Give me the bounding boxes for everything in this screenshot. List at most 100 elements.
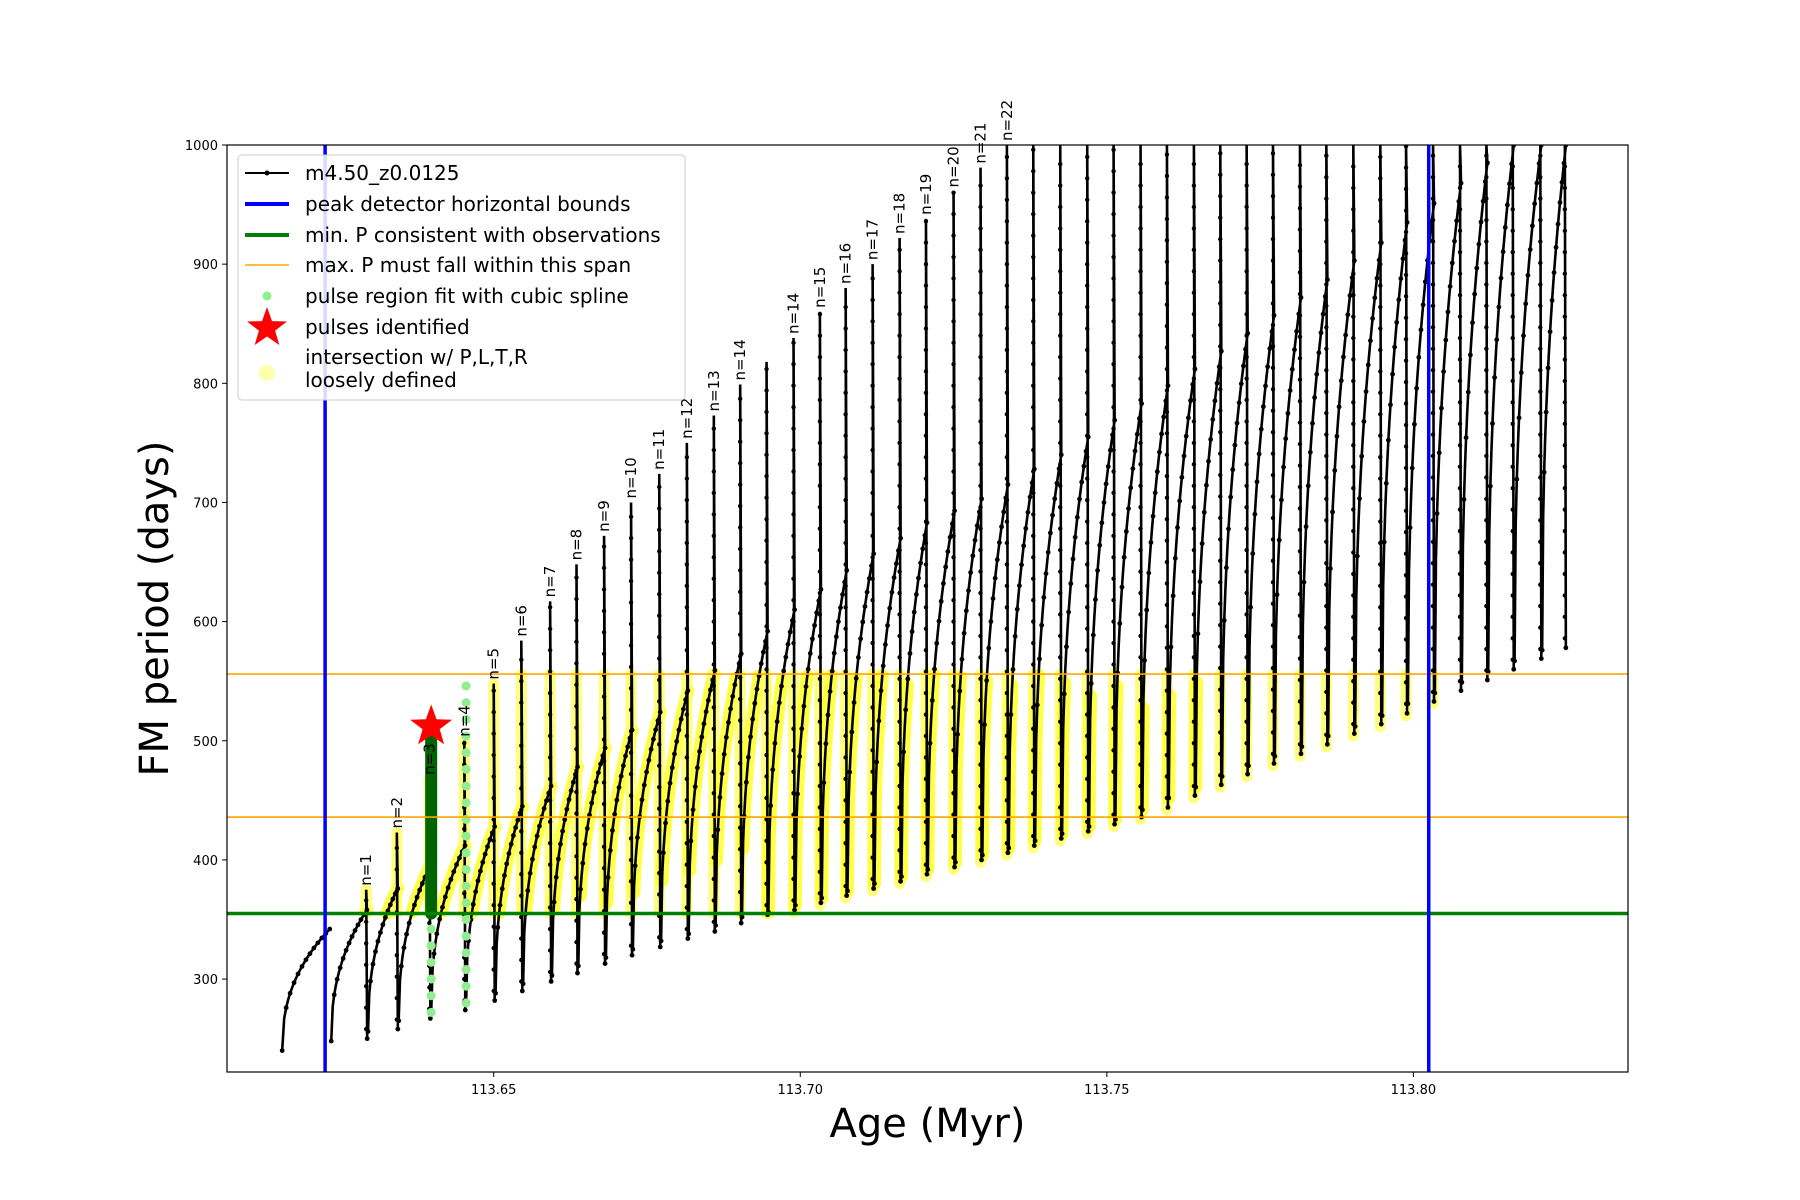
model-point bbox=[1139, 401, 1144, 406]
model-point bbox=[1562, 185, 1568, 191]
model-point bbox=[564, 806, 570, 812]
model-point bbox=[1484, 303, 1489, 309]
model-point bbox=[1324, 432, 1329, 437]
model-point bbox=[1538, 518, 1543, 523]
model-point bbox=[978, 226, 983, 231]
model-point bbox=[1351, 636, 1356, 641]
model-point bbox=[1297, 420, 1303, 425]
model-point bbox=[889, 589, 895, 595]
model-point bbox=[711, 833, 717, 839]
model-point bbox=[924, 871, 930, 877]
model-point bbox=[1430, 389, 1436, 394]
model-point bbox=[519, 988, 525, 994]
model-point bbox=[1297, 592, 1303, 597]
model-point bbox=[791, 469, 796, 474]
model-point bbox=[1085, 347, 1090, 353]
model-point bbox=[1111, 619, 1116, 624]
model-point bbox=[1351, 464, 1356, 469]
model-point bbox=[657, 592, 662, 597]
model-point bbox=[1244, 354, 1249, 360]
model-point bbox=[1378, 154, 1383, 160]
model-point bbox=[951, 726, 956, 732]
model-point bbox=[1510, 292, 1515, 298]
model-point bbox=[978, 483, 983, 488]
model-point bbox=[959, 656, 965, 662]
model-point bbox=[1218, 348, 1224, 354]
model-point bbox=[978, 783, 983, 789]
model-point bbox=[1527, 247, 1533, 252]
model-point bbox=[835, 619, 841, 625]
model-point bbox=[1244, 333, 1249, 338]
model-point bbox=[1430, 453, 1436, 459]
model-point bbox=[519, 936, 524, 941]
model-point bbox=[1396, 297, 1402, 303]
model-point bbox=[1452, 238, 1457, 244]
model-point bbox=[1294, 328, 1300, 334]
model-point bbox=[750, 716, 756, 722]
model-point bbox=[817, 612, 823, 617]
model-point bbox=[1031, 233, 1036, 238]
model-point bbox=[764, 474, 769, 479]
model-point bbox=[1510, 357, 1515, 362]
model-point bbox=[860, 619, 866, 625]
model-point bbox=[898, 878, 904, 884]
model-point bbox=[1351, 614, 1356, 620]
model-point bbox=[601, 651, 607, 656]
model-point bbox=[1484, 677, 1490, 683]
spline-fit-point bbox=[461, 764, 471, 774]
model-point bbox=[279, 1048, 285, 1053]
model-point bbox=[1538, 475, 1543, 480]
model-point bbox=[843, 476, 848, 481]
model-point bbox=[648, 746, 654, 752]
model-point bbox=[628, 536, 634, 541]
model-point bbox=[891, 575, 897, 580]
model-point bbox=[1218, 622, 1223, 628]
model-point bbox=[346, 940, 352, 946]
model-point bbox=[1031, 297, 1036, 303]
model-point bbox=[880, 663, 886, 669]
model-point bbox=[812, 622, 817, 628]
model-point bbox=[1004, 412, 1010, 417]
model-point bbox=[1012, 633, 1018, 639]
model-point bbox=[601, 887, 607, 892]
model-point bbox=[657, 506, 662, 511]
model-point bbox=[1538, 217, 1543, 223]
model-point bbox=[1409, 465, 1415, 471]
model-point bbox=[1113, 816, 1118, 822]
model-point bbox=[1457, 314, 1463, 319]
model-point bbox=[1403, 615, 1409, 621]
model-point bbox=[601, 694, 607, 699]
model-point bbox=[1085, 454, 1090, 460]
model-point bbox=[1164, 516, 1170, 522]
model-point bbox=[1244, 204, 1249, 210]
model-point bbox=[628, 729, 634, 734]
model-point bbox=[869, 563, 874, 569]
model-point bbox=[1085, 605, 1090, 610]
model-point bbox=[363, 984, 369, 989]
model-point bbox=[1263, 383, 1268, 389]
model-point bbox=[737, 460, 743, 466]
model-point bbox=[951, 383, 956, 388]
model-point bbox=[601, 866, 607, 871]
model-point bbox=[1405, 701, 1411, 707]
model-point bbox=[1111, 254, 1116, 260]
model-point bbox=[454, 862, 459, 867]
model-point bbox=[764, 624, 769, 629]
model-point bbox=[574, 661, 579, 666]
model-point bbox=[838, 605, 843, 611]
model-point bbox=[440, 904, 445, 910]
model-point bbox=[370, 961, 376, 967]
model-point bbox=[1111, 512, 1116, 517]
model-point bbox=[1004, 390, 1010, 396]
model-point bbox=[955, 731, 960, 737]
model-point bbox=[874, 759, 880, 765]
model-point bbox=[1324, 260, 1329, 266]
model-point bbox=[519, 764, 524, 770]
model-point bbox=[1244, 676, 1249, 681]
model-pulse-line bbox=[1460, 145, 1489, 683]
model-point bbox=[1510, 443, 1515, 448]
model-point bbox=[1085, 304, 1090, 310]
model-point bbox=[1379, 713, 1385, 719]
model-point bbox=[1378, 476, 1383, 481]
model-point bbox=[923, 583, 929, 589]
